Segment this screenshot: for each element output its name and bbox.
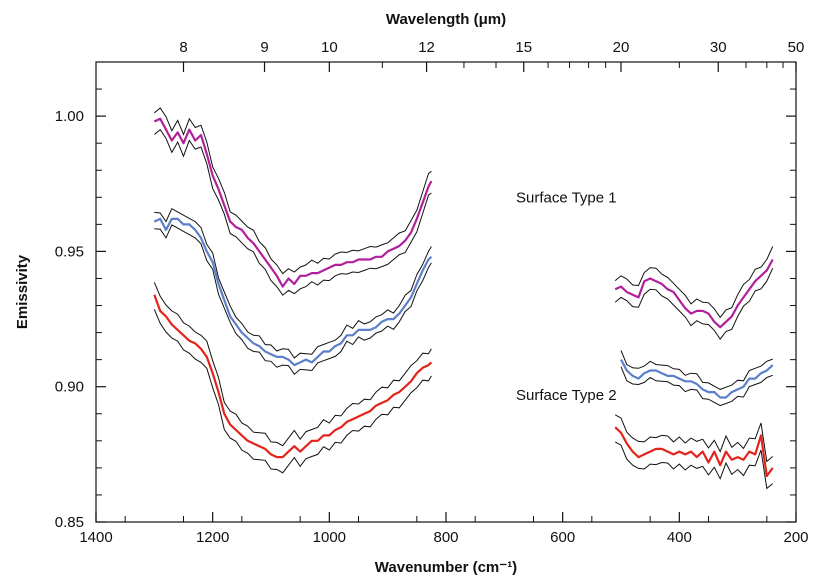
top-tick-label: 8 (179, 39, 187, 56)
series-1-line-0 (153, 217, 433, 367)
top-tick-label: 50 (788, 39, 805, 56)
series-2-upper-bound-1 (614, 414, 774, 463)
series-2-line-1 (614, 426, 774, 478)
series-2-lower-bound-1 (614, 441, 774, 490)
series-1-upper-bound-1 (620, 350, 773, 390)
x-tick-label: 1200 (196, 529, 229, 546)
top-tick-label: 9 (260, 39, 268, 56)
series-0-lower-bound-0 (153, 128, 432, 296)
series-0-upper-bound-0 (153, 107, 432, 275)
x-tick-label: 600 (550, 529, 575, 546)
series-0-line-1 (614, 258, 774, 329)
x-axis-title: Wavenumber (cm⁻¹) (375, 559, 517, 576)
y-tick-label: 0.90 (55, 379, 84, 396)
x-tick-label: 200 (783, 529, 808, 546)
series-1-line-1 (620, 359, 774, 399)
top-axis-title: Wavelength (μm) (386, 11, 506, 28)
top-tick-label: 12 (418, 39, 435, 56)
y-axis-title: Emissivity (14, 254, 31, 329)
y-tick-label: 1.00 (55, 108, 84, 125)
annotation-label: Surface Type 1 (516, 190, 617, 207)
top-tick-label: 10 (321, 39, 338, 56)
series-2-upper-bound-0 (153, 282, 432, 447)
annotation-label: Surface Type 2 (516, 387, 617, 404)
series-1-lower-bound-0 (154, 224, 432, 376)
axis-tick-labels: 1400 1200 1000 800 600 400 200 0.85 0.90 0.95 1.00… (55, 39, 809, 546)
annotations: Surface Type 1 Surface Type 2 (516, 190, 617, 405)
axis-ticks (95, 61, 797, 523)
top-tick-label: 20 (613, 39, 630, 56)
y-tick-label: 0.85 (55, 514, 84, 531)
x-tick-label: 800 (433, 529, 458, 546)
x-tick-label: 1400 (79, 529, 112, 546)
y-tick-label: 0.95 (55, 243, 84, 260)
top-tick-label: 15 (515, 39, 532, 56)
series-1-upper-bound-0 (154, 208, 432, 359)
series-0-upper-bound-1 (614, 246, 774, 319)
series-0-lower-bound-1 (614, 267, 774, 340)
series-0-line-0 (153, 117, 433, 288)
top-tick-label: 30 (710, 39, 727, 56)
x-tick-label: 400 (667, 529, 692, 546)
series-2-line-0 (153, 294, 433, 459)
series-1-lower-bound-1 (620, 366, 773, 407)
plot-lines (153, 107, 774, 490)
x-tick-label: 1000 (313, 529, 346, 546)
series-2-lower-bound-0 (153, 309, 432, 474)
